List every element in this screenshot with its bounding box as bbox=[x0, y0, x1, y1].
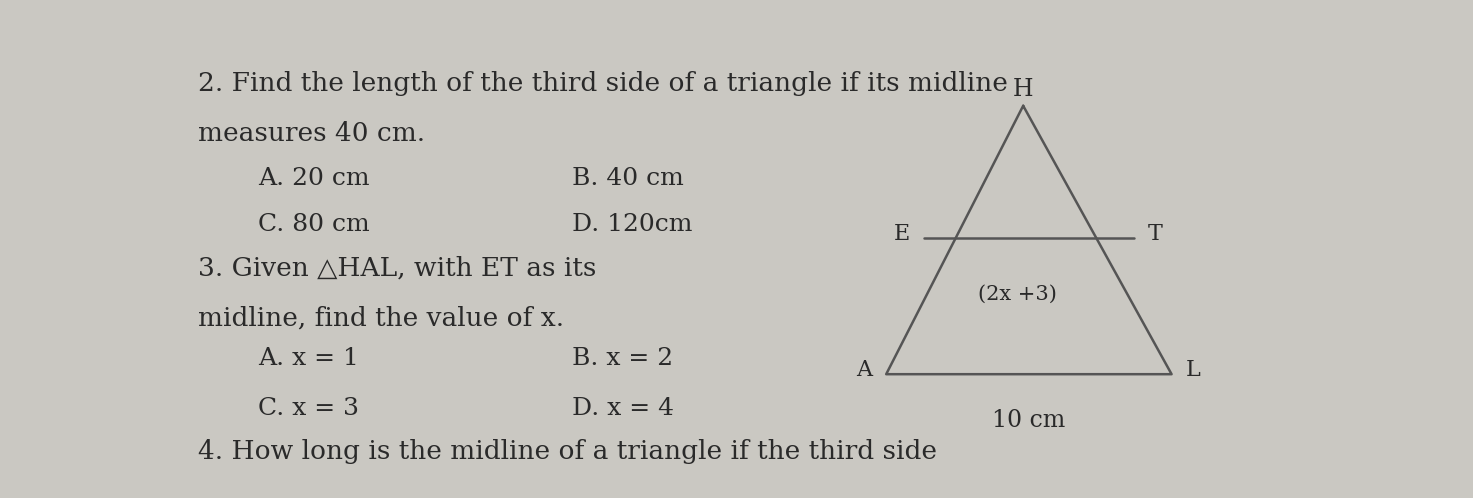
Text: measures 40 cm.: measures 40 cm. bbox=[197, 121, 424, 146]
Text: 2. Find the length of the third side of a triangle if its midline: 2. Find the length of the third side of … bbox=[197, 71, 1008, 96]
Text: L: L bbox=[1186, 360, 1200, 381]
Text: 4. How long is the midline of a triangle if the third side: 4. How long is the midline of a triangle… bbox=[197, 439, 937, 465]
Text: A: A bbox=[856, 360, 872, 381]
Text: (2x +3): (2x +3) bbox=[978, 285, 1058, 304]
Text: B. x = 2: B. x = 2 bbox=[573, 348, 673, 371]
Text: H: H bbox=[1013, 78, 1034, 101]
Text: 3. Given △HAL, with ET as its: 3. Given △HAL, with ET as its bbox=[197, 255, 597, 280]
Text: A. x = 1: A. x = 1 bbox=[258, 348, 359, 371]
Text: midline, find the value of x.: midline, find the value of x. bbox=[197, 305, 564, 330]
Text: 10 cm: 10 cm bbox=[993, 409, 1065, 432]
Text: A. 20 cm: A. 20 cm bbox=[258, 167, 370, 190]
Text: D. 120cm: D. 120cm bbox=[573, 213, 692, 236]
Text: T: T bbox=[1147, 223, 1162, 245]
Text: C. x = 3: C. x = 3 bbox=[258, 397, 359, 420]
Text: E: E bbox=[894, 223, 910, 245]
Text: C. 80 cm: C. 80 cm bbox=[258, 213, 370, 236]
Text: B. 40 cm: B. 40 cm bbox=[573, 167, 683, 190]
Text: D. x = 4: D. x = 4 bbox=[573, 397, 675, 420]
